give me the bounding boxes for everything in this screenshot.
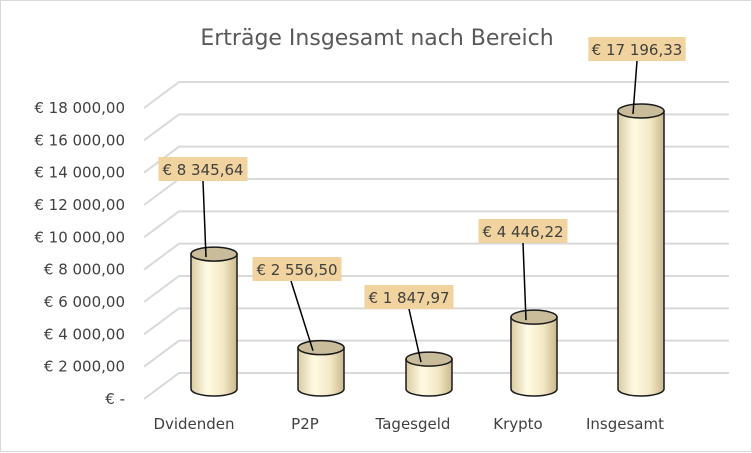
- leader-line: [632, 60, 638, 115]
- gridline: [143, 113, 729, 142]
- data-label-bg: [478, 219, 568, 243]
- data-label: € 1 847,97: [368, 289, 449, 307]
- gridline: [143, 242, 729, 271]
- gridline: [143, 145, 729, 174]
- y-tick-label: € 4 000,00: [44, 325, 125, 343]
- x-tick-label: P2P: [291, 415, 319, 433]
- y-tick-label: € 12 000,00: [34, 196, 125, 214]
- bar-p2p: [297, 339, 345, 397]
- leader-line: [290, 280, 314, 351]
- data-label: € 8 345,64: [162, 161, 243, 179]
- gridline: [143, 210, 729, 239]
- x-tick-label: Dvidenden: [153, 415, 234, 433]
- y-tick-label: € 10 000,00: [34, 228, 125, 246]
- y-tick-label: € -: [105, 390, 125, 408]
- x-tick-label: Krypto: [493, 415, 542, 433]
- bar-insgesamt: [617, 103, 665, 397]
- bar-body: [190, 253, 238, 397]
- data-label: € 17 196,33: [592, 41, 683, 59]
- y-tick-label: € 14 000,00: [34, 164, 125, 182]
- y-tick-label: € 6 000,00: [44, 293, 125, 311]
- bar-body: [297, 346, 345, 397]
- x-tick-label: Tagesgeld: [375, 415, 451, 433]
- bar-top: [405, 351, 453, 367]
- data-label-bg: [364, 285, 454, 309]
- chart-title: Erträge Insgesamt nach Bereich: [200, 26, 553, 51]
- bar-body: [405, 358, 453, 397]
- bar-top: [617, 103, 665, 119]
- bar-tagesgeld: [405, 351, 453, 397]
- y-tick-label: € 8 000,00: [44, 261, 125, 279]
- bar-krypto: [510, 309, 558, 397]
- bar-top: [510, 309, 558, 325]
- y-tick-label: € 16 000,00: [34, 131, 125, 149]
- data-label-bg: [588, 37, 686, 61]
- gridline: [143, 275, 729, 303]
- data-label-bg: [158, 157, 248, 181]
- bar-body: [617, 110, 665, 397]
- leader-line: [522, 242, 527, 321]
- bar-body: [510, 316, 558, 397]
- leader-line: [408, 308, 422, 363]
- data-label-bg: [252, 257, 342, 281]
- data-label: € 4 446,22: [482, 223, 563, 241]
- leader-line: [202, 180, 207, 258]
- x-tick-label: Insgesamt: [586, 415, 664, 433]
- y-tick-label: € 18 000,00: [34, 99, 125, 117]
- gridline: [143, 81, 729, 109]
- bar-top: [297, 339, 345, 356]
- bar-top: [190, 246, 238, 262]
- y-tick-label: € 2 000,00: [44, 358, 125, 376]
- data-label: € 2 556,50: [256, 261, 337, 279]
- bar-dvidenden: [190, 246, 238, 397]
- gridline: [143, 307, 729, 336]
